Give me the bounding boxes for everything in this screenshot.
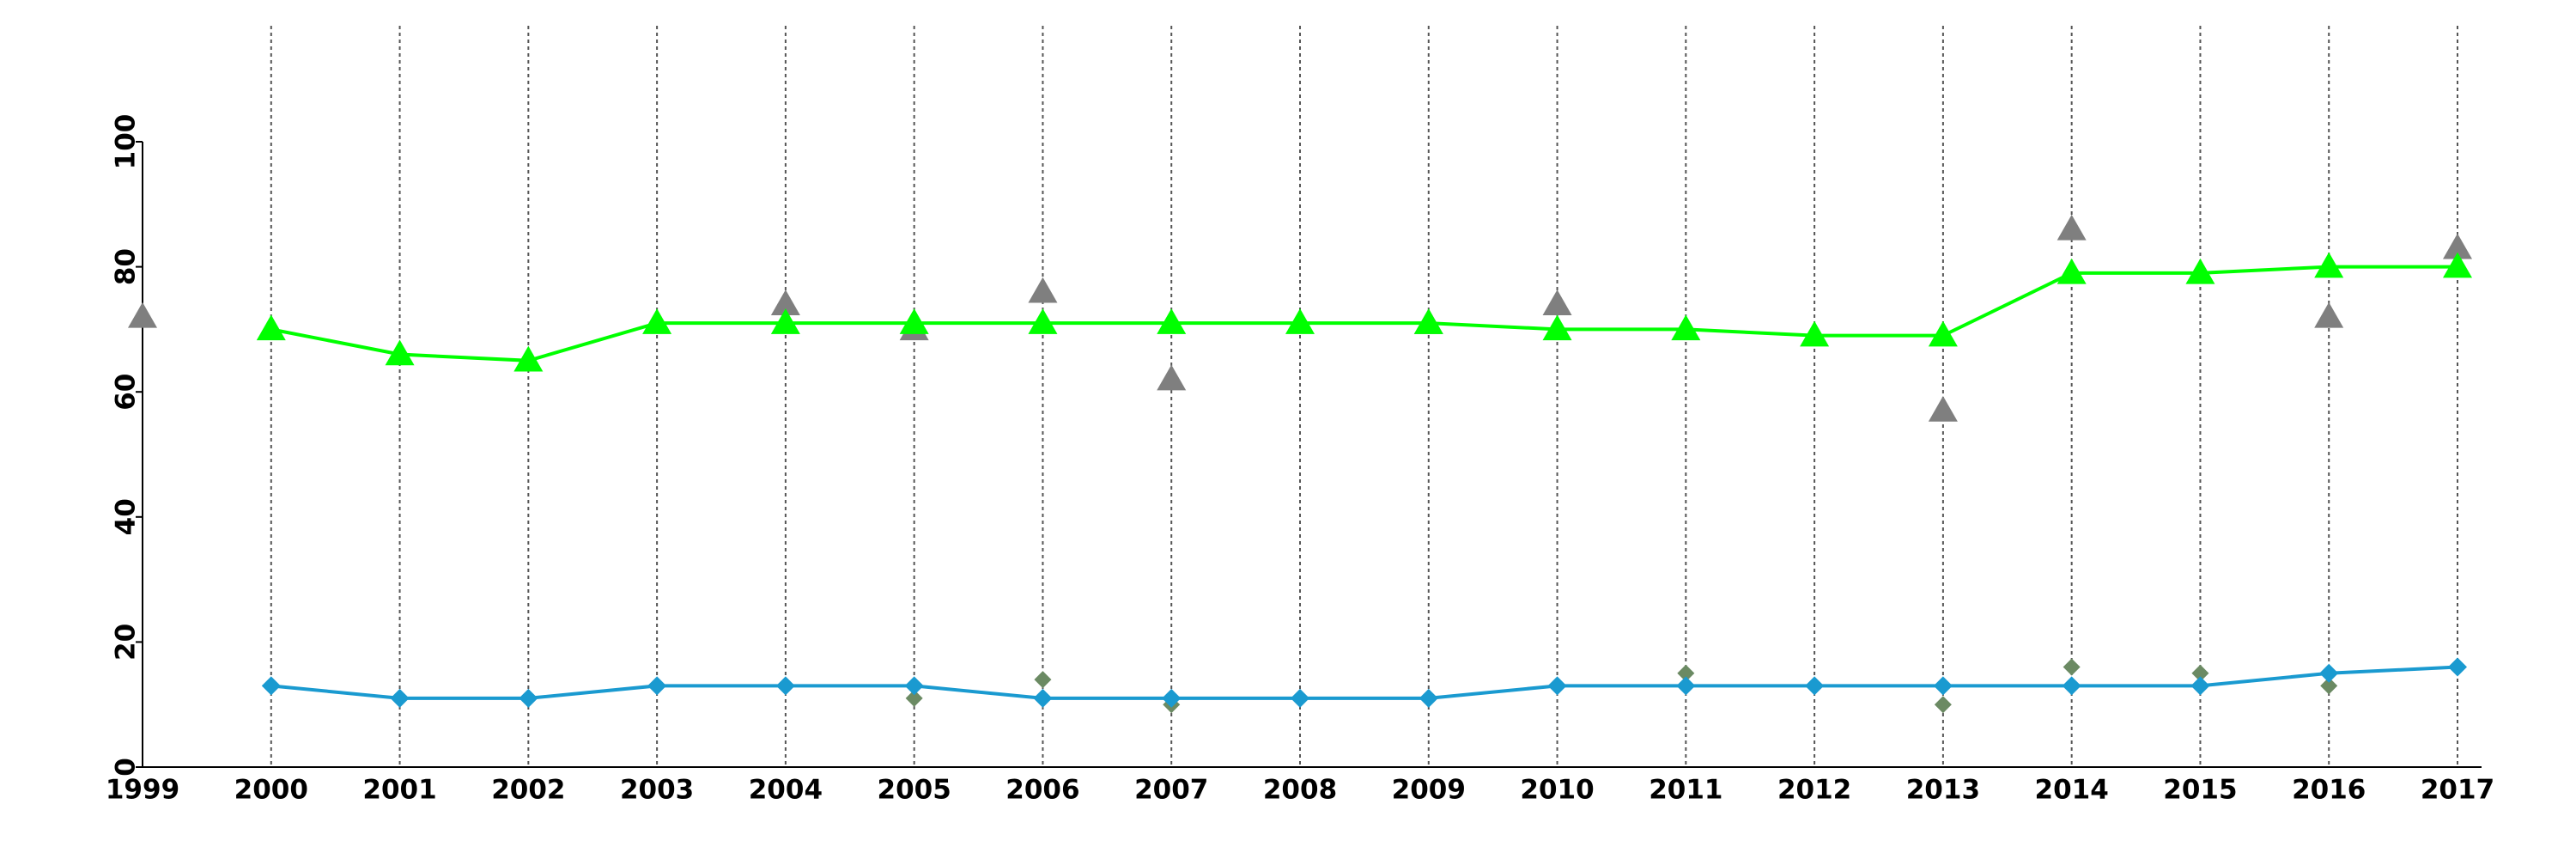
x-tick-label: 2006 <box>1005 775 1079 806</box>
marker <box>1157 364 1187 391</box>
marker <box>1291 688 1309 708</box>
x-tick-label: 1999 <box>106 775 179 806</box>
marker <box>2443 252 2472 278</box>
marker <box>1800 320 1830 347</box>
marker <box>1933 676 1953 696</box>
series-line <box>270 265 2458 362</box>
marker <box>647 676 667 696</box>
x-tick-label: 2005 <box>878 775 951 806</box>
marker <box>775 676 795 696</box>
marker <box>1413 308 1443 334</box>
marker <box>519 688 538 708</box>
marker <box>2063 658 2081 676</box>
x-tick-label: 2002 <box>491 775 565 806</box>
marker <box>1162 688 1182 708</box>
x-tick-label: 2012 <box>1777 775 1851 806</box>
marker <box>1676 676 1696 696</box>
marker <box>899 308 929 334</box>
marker <box>770 308 800 334</box>
y-tick-label: 60 <box>111 374 142 411</box>
marker <box>1028 277 1058 303</box>
x-tick-label: 2011 <box>1649 775 1722 806</box>
marker <box>2319 663 2339 683</box>
marker <box>1677 664 1695 682</box>
y-tick-label: 0 <box>111 758 142 777</box>
x-tick-label: 2003 <box>620 775 694 806</box>
marker <box>256 314 286 341</box>
marker <box>1419 688 1438 708</box>
x-tick-label: 2013 <box>1906 775 1980 806</box>
x-tick-label: 2009 <box>1392 775 1466 806</box>
marker <box>2314 302 2344 328</box>
marker <box>2185 258 2215 284</box>
marker <box>2448 657 2467 677</box>
marker <box>390 688 410 708</box>
marker <box>2320 677 2338 695</box>
marker <box>2057 258 2087 284</box>
marker <box>905 689 923 707</box>
marker <box>1934 696 1952 714</box>
marker <box>1542 289 1572 316</box>
marker <box>1671 314 1701 341</box>
marker <box>513 345 544 372</box>
x-tick-label: 2008 <box>1263 775 1337 806</box>
x-tick-label: 2017 <box>2421 775 2494 806</box>
x-tick-label: 2016 <box>2292 775 2366 806</box>
marker <box>2314 252 2344 278</box>
marker <box>1157 308 1187 334</box>
marker <box>261 676 281 696</box>
marker <box>770 289 800 316</box>
x-tick-label: 2007 <box>1134 775 1208 806</box>
marker <box>385 339 415 366</box>
marker <box>2443 233 2472 259</box>
marker <box>1542 314 1572 341</box>
marker <box>1928 320 1958 347</box>
marker <box>2191 664 2209 682</box>
marker <box>1805 676 1825 696</box>
marker <box>642 308 672 334</box>
y-tick-label: 40 <box>111 498 142 535</box>
x-tick-label: 2014 <box>2035 775 2109 806</box>
y-tick-label: 20 <box>111 624 142 661</box>
marker <box>904 676 924 696</box>
marker <box>1928 396 1958 422</box>
marker <box>1028 308 1058 334</box>
x-tick-label: 2015 <box>2163 775 2237 806</box>
marker <box>2190 676 2210 696</box>
marker <box>128 302 157 328</box>
x-tick-label: 2010 <box>1520 775 1594 806</box>
series-line <box>270 665 2458 700</box>
y-tick-label: 100 <box>111 114 142 170</box>
marker <box>1034 671 1052 689</box>
x-tick-label: 2004 <box>749 775 823 806</box>
y-tick-label: 80 <box>111 248 142 285</box>
marker <box>1285 308 1315 334</box>
marker <box>2057 214 2087 241</box>
x-tick-label: 2001 <box>362 775 436 806</box>
x-tick-label: 2000 <box>234 775 308 806</box>
marker <box>2062 676 2081 696</box>
marker <box>1033 688 1053 708</box>
marker <box>1547 676 1567 696</box>
